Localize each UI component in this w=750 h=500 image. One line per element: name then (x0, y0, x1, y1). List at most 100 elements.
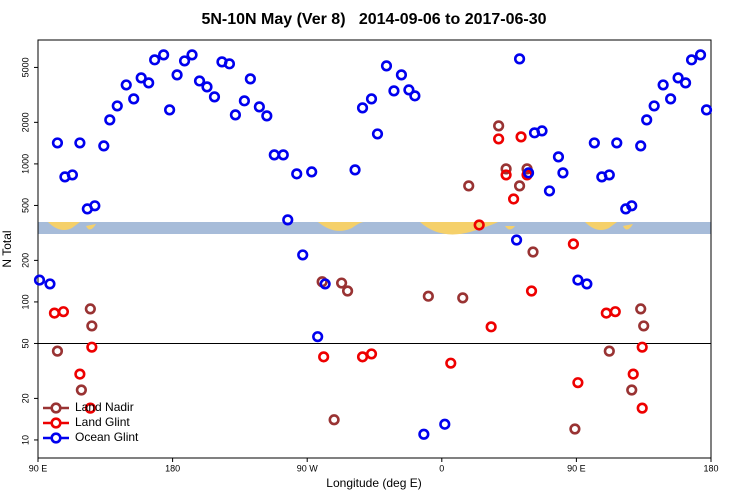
point (193, 75, 206, 87)
point (341, 285, 354, 297)
point (493, 120, 505, 132)
x-tick-label: 90 E (29, 463, 48, 473)
point (679, 77, 692, 89)
point (312, 331, 324, 343)
point (403, 84, 415, 96)
point (485, 321, 497, 333)
point (627, 368, 639, 380)
map-strip (38, 222, 711, 235)
point (282, 214, 294, 226)
point (648, 100, 660, 112)
point (493, 133, 505, 145)
point (513, 53, 526, 65)
chart-title: 5N-10N May (Ver 8) 2014-09-06 to 2017-06… (201, 11, 546, 28)
point (380, 60, 393, 72)
point (603, 345, 615, 357)
point (572, 377, 584, 389)
point (356, 102, 369, 114)
point (253, 101, 265, 113)
y-tick-label: 5000 (20, 57, 30, 77)
point (277, 149, 289, 161)
point (89, 200, 101, 212)
point (513, 180, 526, 192)
point (297, 249, 309, 261)
point (635, 303, 647, 315)
point (600, 307, 612, 319)
x-tick-label: 90 E (567, 463, 586, 473)
x-tick-label: 180 (703, 463, 718, 473)
y-tick-label: 500 (20, 198, 30, 213)
point (44, 278, 56, 290)
point (525, 285, 538, 297)
legend-label: Land Glint (75, 415, 130, 429)
point (588, 137, 600, 149)
point (57, 306, 70, 318)
point (75, 384, 87, 396)
point (74, 137, 86, 149)
point (268, 149, 280, 161)
point (657, 79, 669, 91)
legend-marker (50, 432, 62, 444)
legend-marker (50, 402, 62, 414)
point (445, 357, 457, 369)
point (208, 91, 221, 103)
point (244, 73, 256, 85)
point (409, 90, 421, 102)
point (135, 72, 147, 84)
y-tick-label: 20 (20, 393, 30, 403)
point (552, 151, 565, 163)
point (500, 169, 512, 181)
point (48, 307, 61, 319)
point (51, 345, 64, 357)
point (473, 219, 485, 231)
point (365, 348, 378, 360)
point (86, 320, 98, 332)
point (365, 93, 378, 105)
point (349, 164, 361, 176)
x-tick-label: 180 (165, 463, 180, 473)
point (567, 238, 580, 250)
point (665, 93, 677, 105)
point (527, 246, 539, 258)
point (609, 306, 621, 318)
point (74, 368, 86, 380)
point (635, 140, 647, 152)
y-tick-label: 200 (20, 253, 30, 268)
point (164, 104, 176, 116)
point (507, 193, 520, 205)
point (694, 49, 707, 61)
point (111, 100, 123, 112)
point (186, 49, 198, 61)
point (306, 166, 318, 178)
point (33, 274, 46, 286)
point (229, 109, 242, 121)
point (536, 125, 548, 137)
point (515, 131, 527, 143)
y-tick-label: 1000 (20, 154, 30, 174)
point (603, 169, 615, 181)
plot-frame (37, 39, 712, 459)
point (98, 140, 110, 152)
point (636, 402, 648, 414)
point (238, 95, 250, 107)
point (388, 85, 400, 97)
point (636, 341, 648, 353)
point (500, 163, 512, 175)
point (672, 72, 684, 84)
point (463, 180, 475, 192)
point (318, 351, 330, 363)
y-tick-label: 100 (20, 294, 30, 309)
point (120, 79, 132, 91)
point (158, 49, 170, 61)
point (291, 168, 303, 180)
point (572, 274, 584, 286)
point (439, 418, 451, 430)
point (328, 414, 340, 426)
point (201, 81, 213, 93)
point (418, 428, 430, 440)
point (510, 234, 523, 246)
point (371, 128, 384, 140)
y-tick-label: 2000 (20, 112, 30, 132)
point (319, 278, 331, 290)
point (522, 167, 535, 179)
